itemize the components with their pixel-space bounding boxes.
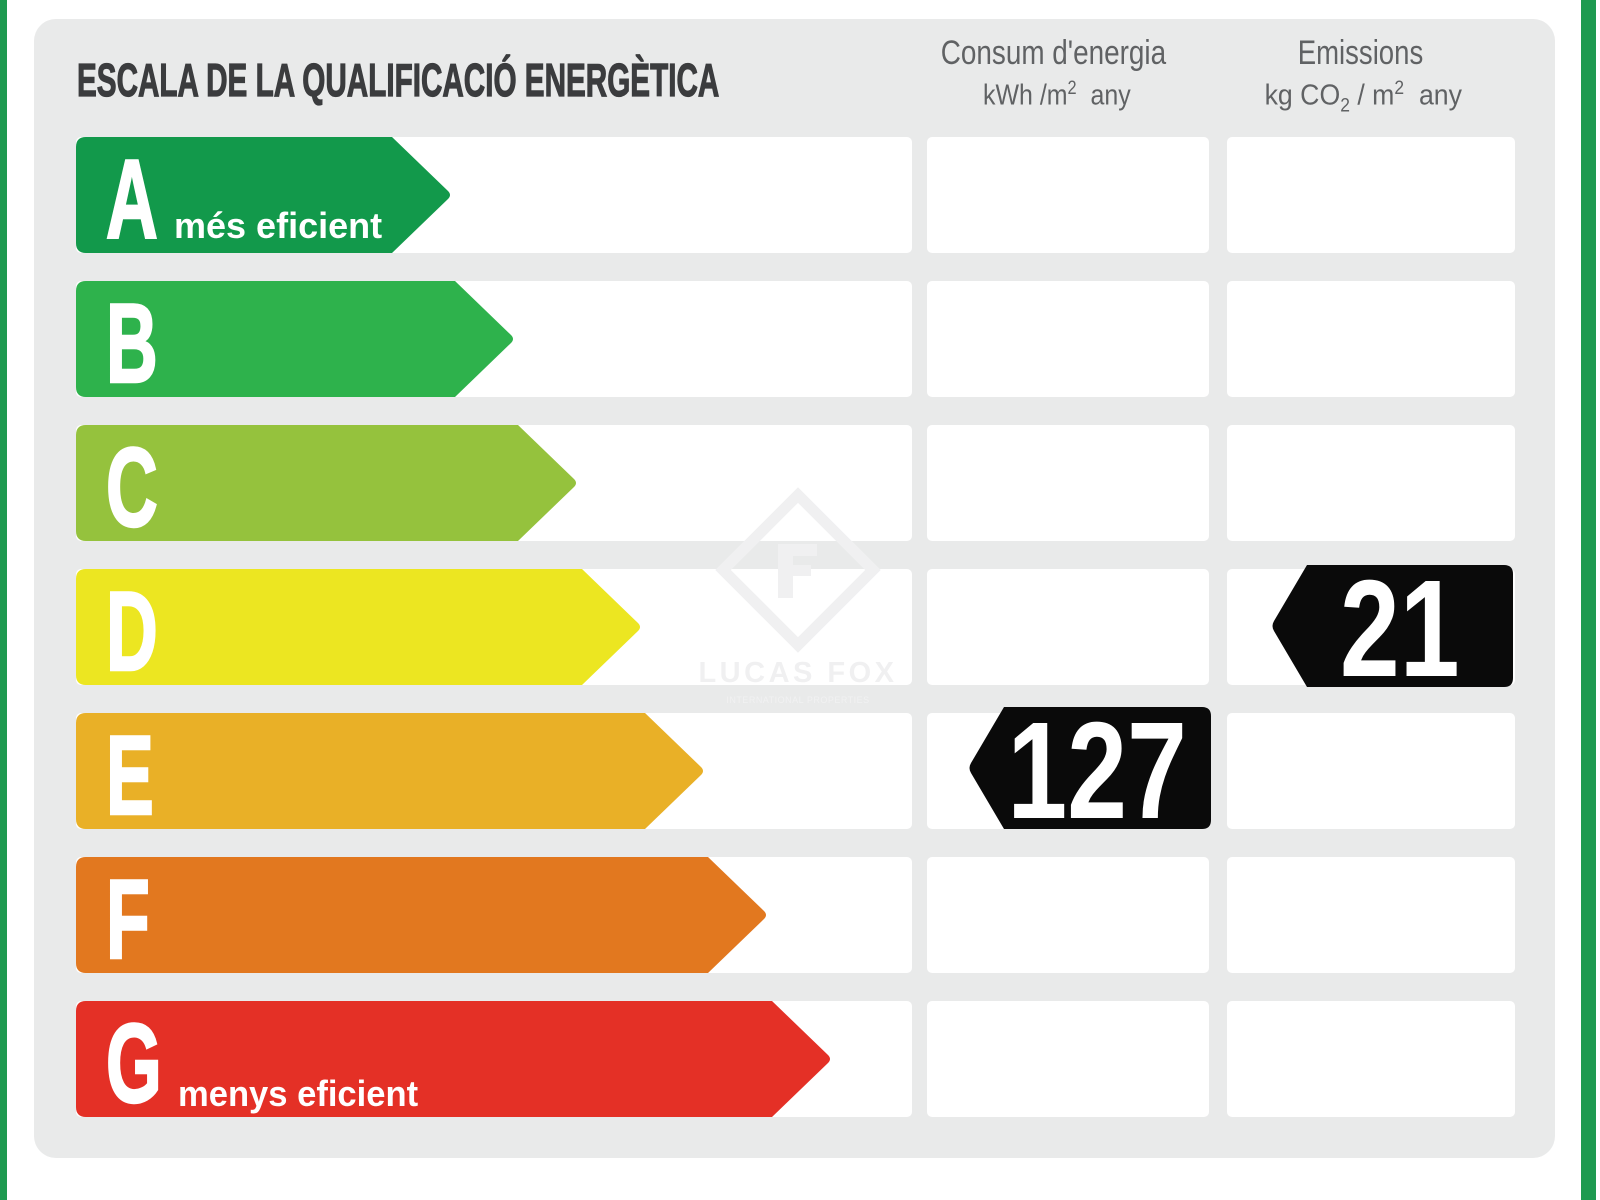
svg-text:LUCAS FOX: LUCAS FOX xyxy=(698,657,897,689)
svg-text:INTERNATIONAL PROPERTIES: INTERNATIONAL PROPERTIES xyxy=(726,695,869,705)
